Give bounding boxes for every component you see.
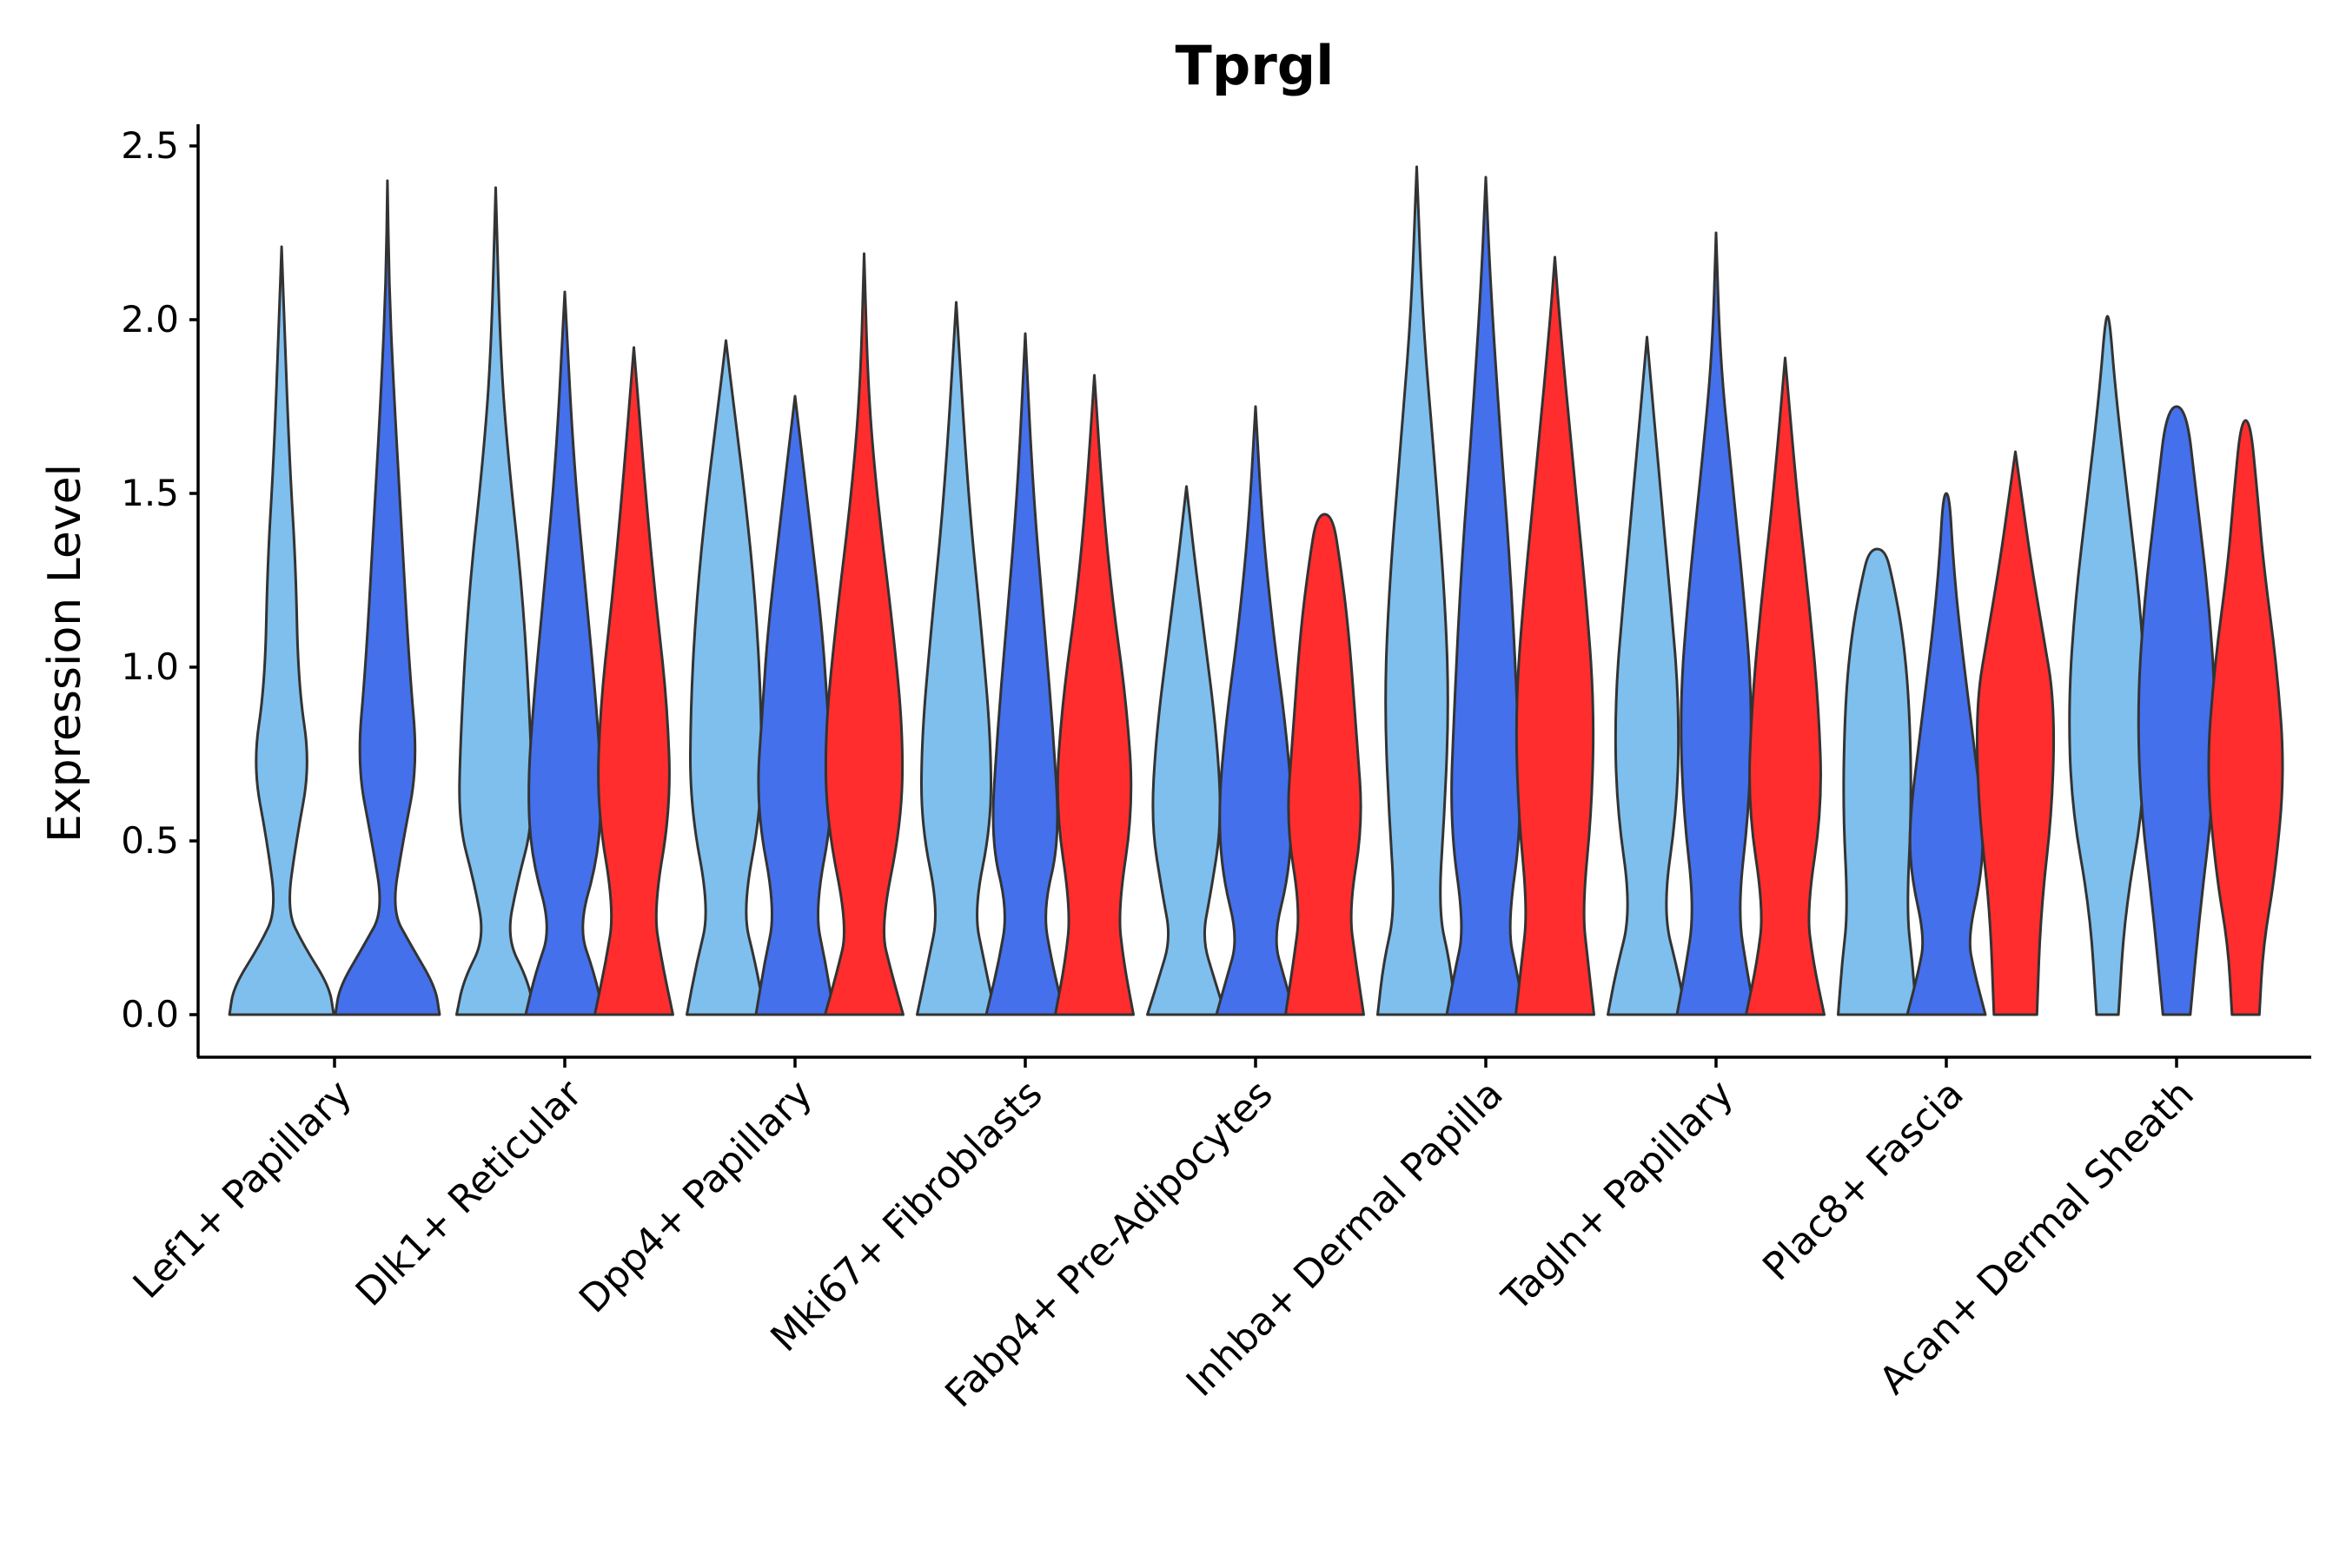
- y-tick-label: 0.0: [121, 993, 179, 1035]
- violin-4-group-2: [984, 332, 1066, 1016]
- violin-8-group-1: [1837, 547, 1918, 1016]
- y-tick-label: 2.0: [121, 298, 179, 341]
- violin-3-group-3: [824, 252, 905, 1016]
- violin-series: [228, 165, 2284, 1016]
- y-tick-label: 1.0: [121, 645, 179, 688]
- y-tick-label: 0.5: [121, 819, 179, 862]
- violin-3-group-2: [754, 394, 836, 1016]
- violin-7-group-1: [1607, 335, 1687, 1016]
- y-axis-label: Expression Level: [39, 464, 91, 843]
- y-tick-label: 2.5: [121, 124, 179, 167]
- violin-6-group-3: [1514, 255, 1595, 1016]
- violin-9-group-3: [2207, 419, 2284, 1016]
- x-tick-label: Dlk1+ Reticular: [348, 1071, 592, 1315]
- violin-2-group-2: [524, 290, 606, 1016]
- x-tick-label: Lef1+ Papillary: [125, 1072, 361, 1307]
- violin-7-group-3: [1745, 356, 1826, 1016]
- violin-7-group-2: [1675, 231, 1757, 1016]
- x-tick-label: Plac8+ Fascia: [1754, 1072, 1972, 1290]
- violin-6-group-2: [1445, 175, 1527, 1016]
- violin-5-group-2: [1215, 405, 1296, 1016]
- violin-8-group-3: [1975, 450, 2056, 1016]
- violin-6-group-1: [1376, 165, 1457, 1016]
- violin-2-group-3: [593, 346, 674, 1016]
- violin-2-group-1: [455, 186, 536, 1016]
- violin-1-group-1: [228, 245, 335, 1016]
- x-tick-label: Tagln+ Papillary: [1494, 1072, 1742, 1320]
- violin-9-group-2: [2137, 405, 2217, 1016]
- y-axis-ticks: 0.0 0.5 1.0 1.5 2.0 2.5: [121, 124, 198, 1035]
- violin-1-group-2: [334, 179, 441, 1016]
- y-tick-label: 1.5: [121, 472, 179, 514]
- violin-8-group-2: [1905, 492, 1987, 1016]
- violin-3-group-1: [686, 339, 766, 1016]
- violin-4-group-1: [916, 301, 997, 1016]
- chart-title: Tprgl: [1176, 34, 1335, 97]
- violin-9-group-1: [2068, 314, 2147, 1016]
- violin-5-group-1: [1146, 485, 1227, 1016]
- violin-5-group-3: [1284, 513, 1365, 1016]
- x-tick-label: Dpp4+ Papillary: [571, 1072, 821, 1322]
- violin-4-group-3: [1054, 374, 1135, 1016]
